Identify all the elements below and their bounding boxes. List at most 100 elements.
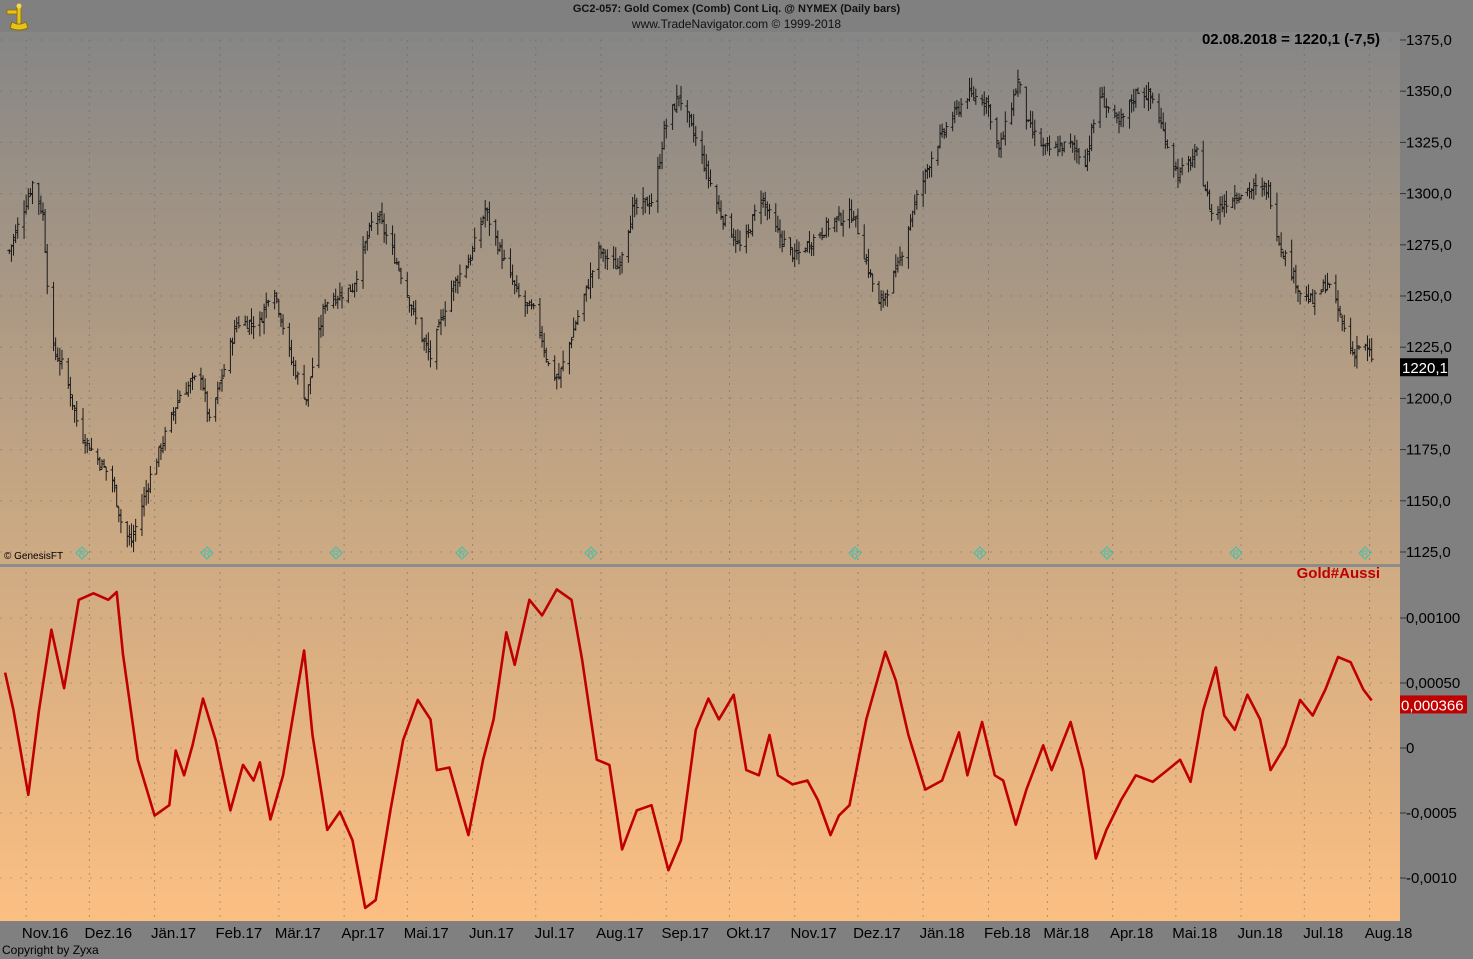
price-bar — [1091, 119, 1096, 134]
r-diamond-shape — [75, 546, 89, 560]
price-bar — [1327, 283, 1332, 289]
r-diamond-icon: R — [1229, 546, 1243, 560]
price-bar — [811, 234, 816, 256]
r-diamond-shape — [455, 546, 469, 560]
price-bar — [613, 247, 618, 270]
x-tick-label: Mai.17 — [404, 925, 449, 942]
r-diamond-shape — [329, 546, 343, 560]
price-bar — [281, 314, 286, 335]
price-bar — [1068, 133, 1073, 148]
price-tick-label: 1150,0 — [1406, 493, 1451, 510]
price-bar — [900, 251, 905, 267]
price-bar — [1209, 204, 1214, 222]
price-bar — [994, 117, 999, 149]
price-bar — [74, 401, 79, 427]
price-bar — [457, 264, 462, 287]
chart-subtitle: www.TradeNavigator.com © 1999-2018 — [631, 17, 842, 31]
price-bar — [620, 251, 625, 274]
indicator-tick-label: -0,0005 — [1406, 805, 1457, 822]
price-bar — [434, 328, 439, 370]
price-bar — [561, 350, 566, 372]
price-bar — [944, 121, 949, 138]
price-bar — [1325, 272, 1330, 291]
r-diamond-icon: R — [200, 546, 214, 560]
price-bar — [230, 337, 235, 356]
price-bar — [266, 299, 271, 307]
price-bar — [1295, 284, 1300, 302]
price-bar — [354, 270, 359, 292]
price-bar — [796, 241, 801, 265]
price-bar — [369, 212, 374, 231]
price-bar — [664, 118, 669, 139]
price-bar — [295, 371, 300, 385]
price-bar — [85, 437, 90, 454]
golden-sextant-logo-icon — [6, 3, 29, 31]
indicator-line — [3, 588, 1373, 910]
price-bar — [478, 217, 483, 249]
price-bars — [7, 69, 1374, 553]
watermark: © GenesisFT — [4, 551, 64, 562]
price-bar — [531, 303, 536, 310]
price-bar — [1076, 147, 1081, 165]
price-bar — [1298, 290, 1303, 305]
x-tick-label: Nov.17 — [790, 925, 836, 942]
price-bar — [641, 187, 646, 216]
r-marker-label: R — [852, 549, 859, 559]
price-bar — [1015, 69, 1020, 97]
x-tick-label: Jän.17 — [151, 925, 196, 942]
price-bar — [516, 283, 521, 298]
x-tick-label: Mai.18 — [1172, 925, 1217, 942]
price-bar — [251, 316, 256, 339]
x-axis: Nov.16 Dez.16 Jän.17 Feb.17 Mär.17 Apr.17 Mai.… — [22, 925, 1412, 942]
r-diamond-icon: R — [584, 546, 598, 560]
r-diamond-shape — [973, 546, 987, 560]
last-indicator-box — [1400, 695, 1467, 714]
price-tick-label: 1225,0 — [1406, 339, 1452, 356]
last-price-label: 1220,1 — [1402, 360, 1448, 377]
price-bar — [148, 465, 153, 494]
price-bar — [723, 214, 728, 227]
price-bar — [1283, 250, 1288, 267]
price-bar — [310, 357, 315, 378]
indicator-tick-label: 0,00050 — [1406, 675, 1460, 692]
price-bar — [1003, 111, 1008, 146]
x-tick-label: Dez.17 — [853, 925, 901, 942]
price-bar — [59, 349, 64, 370]
price-bar — [45, 244, 50, 295]
price-bar — [192, 375, 197, 381]
r-marker-label: R — [333, 549, 340, 559]
x-tick-label: Aug.17 — [596, 925, 644, 942]
x-tick-label: Nov.16 — [22, 925, 68, 942]
price-bar — [1106, 106, 1111, 113]
price-bar — [222, 364, 227, 377]
price-bar — [428, 340, 433, 368]
price-tick-label: 1125,0 — [1406, 544, 1451, 561]
price-bar — [118, 509, 123, 534]
header: GC2-057: Gold Comex (Comb) Cont Liq. @ N… — [0, 0, 1473, 32]
price-bar — [546, 361, 551, 367]
price-bar — [1121, 113, 1126, 128]
price-bar — [487, 201, 492, 237]
price-bar — [1323, 274, 1328, 294]
right-axis[interactable] — [1400, 32, 1473, 921]
price-bar — [104, 466, 109, 481]
price-bar — [868, 269, 873, 278]
price-bar — [693, 125, 698, 147]
price-bar — [1342, 314, 1347, 332]
price-bar — [1032, 119, 1037, 147]
price-bar — [1062, 141, 1067, 153]
price-tick-label: 1275,0 — [1406, 237, 1452, 254]
x-tick-label: Sep.17 — [661, 925, 709, 942]
price-bar — [988, 104, 993, 130]
indicator-name: Gold#Aussi — [1296, 565, 1380, 582]
r-marker-label: R — [1362, 549, 1369, 559]
price-bar — [405, 272, 410, 298]
price-bar — [163, 426, 168, 451]
price-bar — [973, 88, 978, 105]
price-bar — [236, 315, 241, 329]
price-bar — [472, 227, 477, 252]
x-tick-label: Feb.17 — [215, 925, 262, 942]
price-bar — [1135, 87, 1140, 95]
price-bar — [1253, 173, 1258, 196]
